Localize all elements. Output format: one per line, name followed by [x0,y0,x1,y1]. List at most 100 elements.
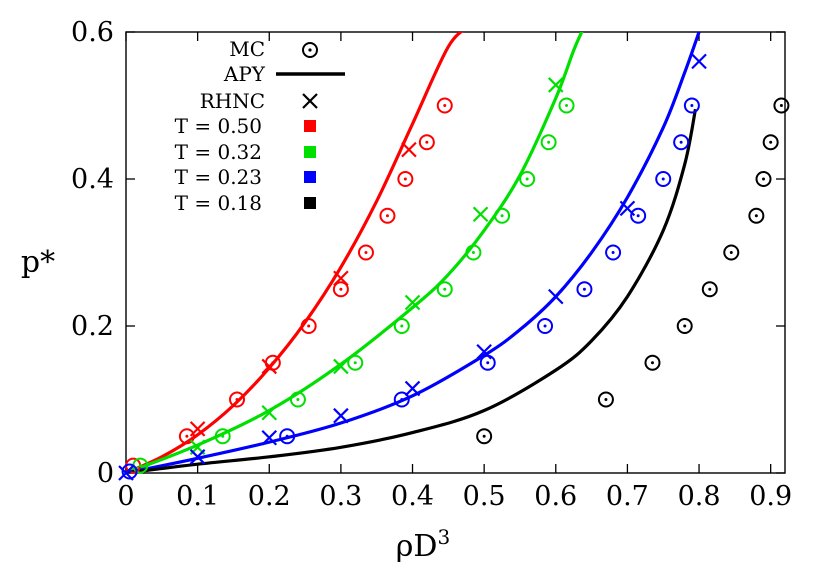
legend-swatch-t050 [304,120,316,132]
x-tick-label: 0.3 [319,481,362,512]
mc-point-ring [436,97,453,114]
mc-point-dot [525,177,529,181]
rhnc-point-t050 [333,270,349,287]
mc-point-ring [644,354,661,371]
apy-curve-t018 [126,108,698,473]
mc-point-t032 [393,318,410,334]
mc-point-t023 [479,354,496,371]
mc-point-dot [762,177,766,181]
mc-point-t023 [683,97,700,114]
mc-point-t050 [300,318,317,334]
mc-point-ring [229,391,246,408]
mc-point-ring [605,244,622,261]
mc-point-ring [537,318,554,334]
mc-point-t050 [418,134,435,151]
rhnc-point-t023 [189,449,206,465]
mc-point-t023 [279,428,296,445]
mc-point-dot [683,324,687,328]
mc-point-dot [582,287,586,291]
rhnc-point-t032 [261,404,278,421]
mc-point-ring [289,391,306,408]
mc-point-t018 [773,97,790,114]
mc-point-ring [683,97,700,114]
x-tick-label: 0.4 [391,481,434,512]
x-tick-label: 0.1 [176,481,219,512]
mc-point-ring [676,318,693,334]
mc-point-t018 [701,281,718,298]
mc-point-dot [690,104,694,107]
mc-point-ring [418,134,435,151]
mc-point-t018 [755,171,772,187]
mc-point-dot [471,251,475,254]
mc-point-dot [754,214,758,218]
x-axis-title-base: ρD [396,529,438,564]
mc-point-ring [178,428,195,445]
rhnc-point-t023 [404,380,421,397]
legend-swatch-t032 [304,146,316,158]
mc-point-dot [636,214,640,218]
mc-point-t032 [519,171,536,187]
mc-point-dot [235,398,239,401]
rhnc-point-stroke-b [333,270,349,287]
x-tick-label: 0.5 [463,481,506,512]
mc-point-t023 [655,171,672,187]
x-axis-title-superscript: 3 [437,525,450,549]
mc-point-dot [486,361,490,365]
mc-point-dot [547,140,551,144]
rhnc-point-t050 [261,358,278,375]
mc-point-ring [748,207,765,224]
mc-point-t032 [465,244,482,261]
legend-label-t050: T = 0.50 [175,114,262,138]
x-tick-label: 0.6 [534,481,577,512]
mc-point-t050 [436,97,453,114]
mc-point-dot [339,287,343,291]
mc-point-dot [565,104,569,107]
mc-point-t018 [476,428,493,445]
mc-point-ring [558,97,575,114]
mc-point-ring [393,318,410,334]
mc-point-t032 [214,428,231,445]
mc-point-t050 [332,281,349,298]
mc-point-ring [347,354,364,371]
x-tick-label: 0 [117,481,134,512]
legend-label-t018: T = 0.18 [175,191,262,215]
mc-point-t032 [289,391,306,408]
mc-point-dot [769,140,773,144]
legend-label-rhnc: RHNC [200,89,265,113]
x-tick-label: 0.9 [749,481,792,512]
legend: MC APY RHNC T = 0.50 T = 0.32 T = 0.23 T… [175,37,345,215]
rhnc-point-stroke-b [404,294,421,311]
mc-point-t023 [630,207,647,224]
mc-point-dot [661,177,665,181]
rhnc-point-stroke-b [261,358,278,375]
mc-point-ring [701,281,718,298]
mc-point-dot [443,104,447,107]
mc-point-t050 [178,428,195,445]
mc-point-t023 [537,318,554,334]
mc-point-dot [425,140,429,144]
legend-label-apy: APY [223,62,266,86]
rhnc-point-stroke-b [548,288,564,305]
rhnc-point-stroke-b [691,53,707,70]
rhnc-point-t032 [333,358,349,375]
mc-point-t018 [723,244,740,261]
rhnc-point-t023 [691,53,707,70]
rhnc-point-stroke-b [118,465,134,481]
mc-point-ring [393,391,410,408]
legend-mc-circle [302,42,318,58]
y-tick-label: 0 [97,458,114,489]
data-markers [118,53,790,481]
legend-rhnc-stroke-b [302,93,318,109]
mc-point-ring [332,281,349,298]
mc-point-dot [482,434,486,438]
rhnc-point-stroke-b [401,141,417,158]
mc-point-dot [364,251,368,254]
legend-swatch-t023 [304,171,316,183]
mc-point-t023 [605,244,622,261]
rhnc-point-stroke-b [404,380,421,397]
mc-point-dot [296,398,300,401]
mc-point-ring [597,391,614,408]
mc-point-t018 [597,391,614,408]
rhnc-point-t050 [401,141,417,158]
